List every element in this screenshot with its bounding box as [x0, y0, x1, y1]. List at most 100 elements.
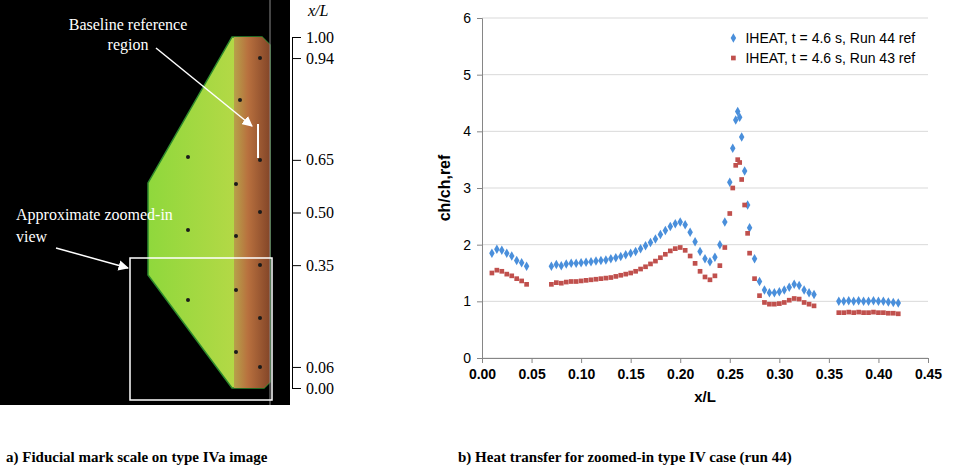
axis-title: ch/ch,ref — [436, 154, 453, 221]
panel-b: 0.000.050.100.150.200.250.300.350.400.45… — [436, 10, 942, 405]
tick-mark — [730, 358, 731, 363]
data-point — [752, 254, 757, 263]
data-point — [871, 296, 876, 305]
tick-label: 6 — [463, 10, 471, 26]
grid-line — [482, 18, 928, 19]
plot-marks — [489, 107, 901, 316]
tick-mark — [477, 301, 482, 302]
image-background — [0, 0, 290, 405]
data-point — [514, 256, 519, 265]
fiducial-mark — [258, 158, 262, 162]
data-point — [668, 249, 673, 254]
data-point — [564, 259, 569, 268]
data-point — [653, 234, 658, 243]
tick: 0.50 — [292, 204, 334, 221]
data-point — [886, 311, 891, 316]
data-point — [762, 300, 767, 305]
data-point — [549, 282, 554, 287]
axis-title: x/L — [694, 388, 716, 405]
tick-mark — [292, 58, 301, 59]
legend-item: IHEAT, t = 4.6 s, Run 44 ref — [731, 30, 916, 46]
grid-line — [482, 131, 928, 132]
data-point — [673, 219, 678, 228]
tick-mark — [829, 358, 830, 363]
tick: 2 — [463, 237, 482, 253]
fiducial-mark — [258, 263, 262, 267]
data-point — [802, 300, 807, 305]
data-point — [782, 300, 787, 305]
tick-label: 0.25 — [717, 366, 744, 382]
data-point — [554, 260, 559, 269]
data-point — [807, 302, 812, 307]
data-point — [613, 274, 618, 279]
data-point — [757, 277, 762, 286]
data-point — [856, 310, 861, 315]
tick: 0.25 — [717, 358, 744, 382]
data-point — [846, 310, 851, 315]
data-point — [866, 297, 871, 306]
data-point — [767, 288, 772, 297]
tick-mark — [292, 265, 301, 266]
annotation: Approximate zoomed-inview — [16, 206, 173, 245]
tick-label: 0.30 — [766, 366, 793, 382]
data-point — [623, 250, 628, 259]
data-point — [578, 258, 583, 267]
data-point — [663, 252, 668, 257]
tick-mark — [477, 131, 482, 132]
data-point — [836, 310, 841, 315]
data-point — [514, 276, 519, 281]
data-point — [489, 248, 494, 257]
x-axis: 0.000.050.100.150.200.250.300.350.400.45 — [469, 358, 942, 382]
data-point — [737, 160, 742, 165]
data-point — [568, 259, 573, 268]
data-point — [730, 186, 735, 191]
tick-label: 0.45 — [915, 366, 942, 382]
data-point — [588, 257, 593, 266]
data-point — [598, 256, 603, 265]
tick-label: 0.05 — [518, 366, 545, 382]
tick-mark — [292, 367, 301, 368]
legend-label: IHEAT, t = 4.6 s, Run 43 ref — [745, 50, 915, 66]
annotation: Baseline referenceregion — [69, 16, 188, 54]
tick-mark — [292, 213, 301, 214]
data-point — [594, 277, 599, 282]
tick-label: 0.35 — [816, 366, 843, 382]
tick-mark — [292, 388, 301, 389]
tick: 0.30 — [766, 358, 793, 382]
edge-line — [270, 0, 271, 405]
data-point — [841, 297, 846, 306]
fiducial-mark — [234, 288, 238, 292]
tick: 5 — [463, 67, 482, 83]
data-point — [504, 248, 509, 257]
data-point — [772, 288, 777, 297]
tick-label: 0.40 — [865, 366, 892, 382]
data-point — [593, 256, 598, 265]
data-point — [787, 298, 792, 303]
tick: 0.35 — [816, 358, 843, 382]
data-point — [663, 226, 668, 235]
data-point — [812, 304, 817, 309]
data-point — [896, 311, 901, 316]
axis-line — [293, 38, 302, 389]
tick-mark — [532, 358, 533, 363]
tick-mark — [477, 75, 482, 76]
fiducial-mark — [238, 98, 242, 102]
data-point — [658, 230, 663, 239]
data-point — [866, 310, 871, 315]
tick: 6 — [463, 10, 482, 26]
data-point — [673, 246, 678, 251]
tick: 0.35 — [292, 257, 334, 274]
legend-marker — [731, 56, 736, 61]
data-point — [633, 269, 638, 274]
data-point — [692, 237, 697, 246]
data-point — [752, 276, 757, 281]
tick-label: 0.20 — [667, 366, 694, 382]
tick: 0.20 — [667, 358, 694, 382]
data-point — [787, 282, 792, 291]
grid-line — [482, 244, 928, 245]
data-point — [554, 280, 559, 285]
data-point — [559, 281, 564, 286]
data-point — [796, 281, 801, 290]
data-point — [688, 254, 693, 259]
fiducial-mark — [186, 155, 190, 159]
